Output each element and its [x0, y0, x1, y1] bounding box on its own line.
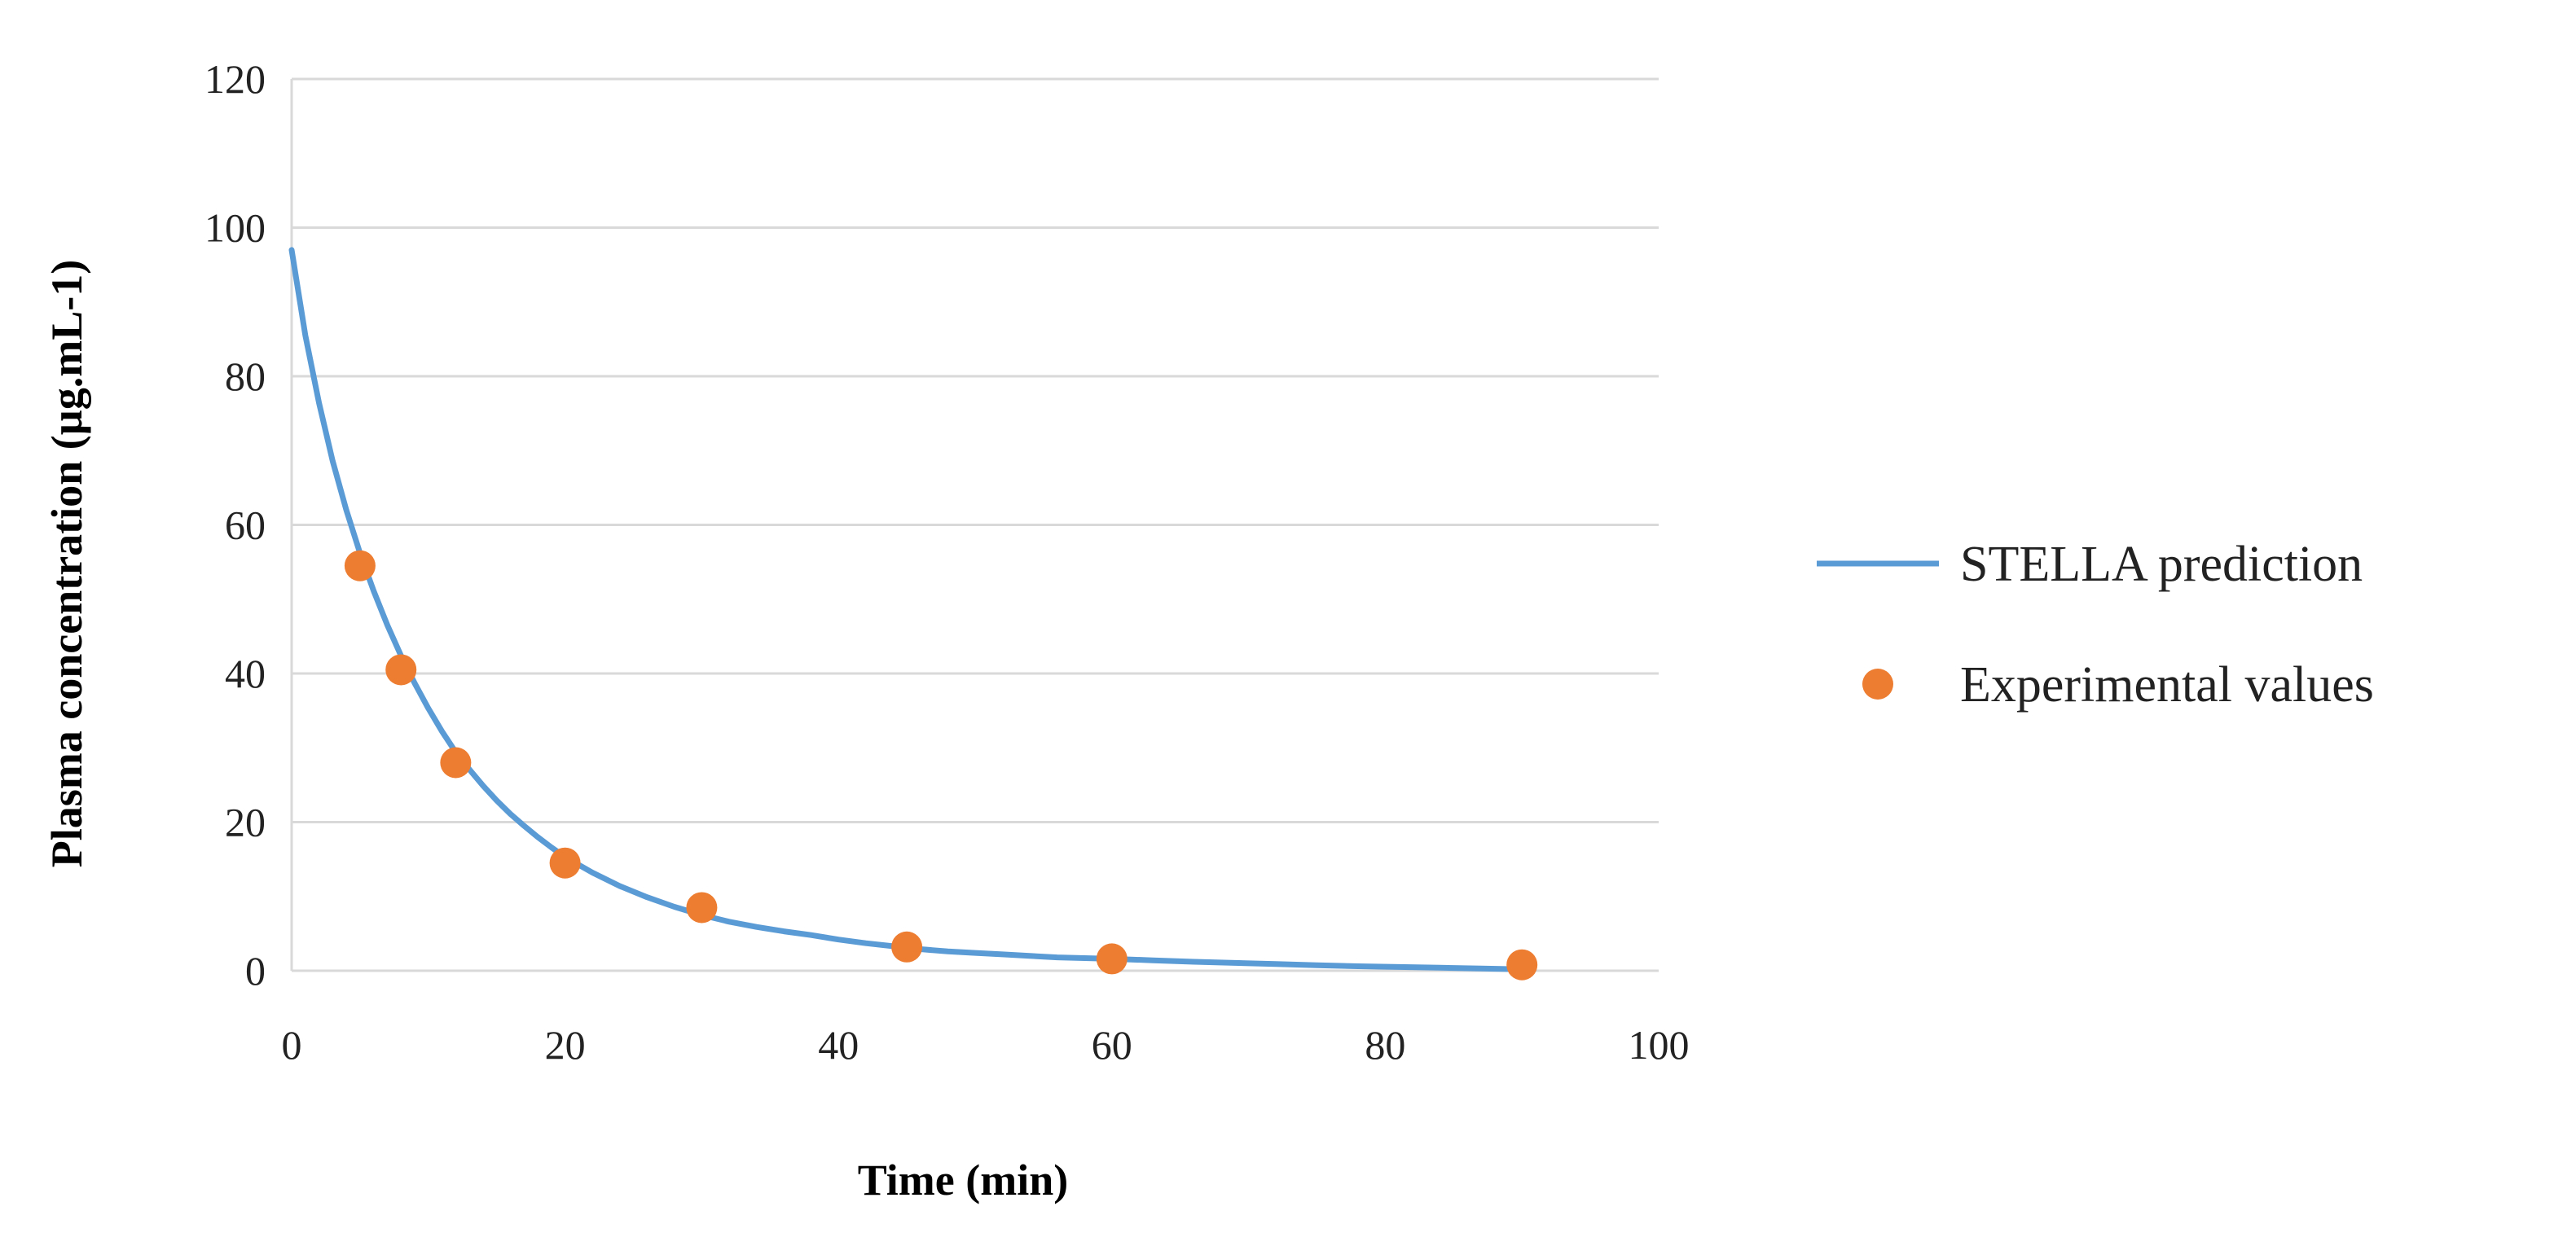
- y-tick-label-40: 40: [225, 651, 266, 696]
- x-tick-label-60: 60: [1092, 1022, 1132, 1068]
- series: [288, 247, 1538, 981]
- x-tick-label-20: 20: [545, 1022, 586, 1068]
- legend-label-experimental-values: Experimental values: [1960, 657, 2374, 713]
- y-tick-label-120: 120: [204, 56, 266, 102]
- legend-marker-swatch: [1862, 669, 1893, 700]
- legend: STELLA prediction Experimental values: [1817, 537, 2374, 713]
- x-tick-label-80: 80: [1365, 1022, 1405, 1068]
- experimental-point-8: [385, 654, 417, 686]
- y-tick-label-20: 20: [225, 800, 266, 845]
- legend-label-stella-prediction: STELLA prediction: [1960, 537, 2363, 592]
- experimental-point-20: [549, 847, 581, 879]
- gridlines: [292, 77, 1659, 823]
- experimental-point-5: [344, 550, 376, 581]
- axes: [290, 79, 1659, 972]
- experimental-point-12: [440, 747, 472, 779]
- y-tick-label-60: 60: [225, 502, 266, 548]
- series-line-stella-prediction: [288, 247, 1525, 972]
- y-tick-label-80: 80: [225, 353, 266, 399]
- x-tick-label-100: 100: [1629, 1022, 1690, 1068]
- y-axis-ticks: 0 20 40 60 80 100 120: [204, 56, 266, 994]
- x-axis-title: Time (min): [858, 1156, 1068, 1204]
- x-tick-label-0: 0: [282, 1022, 302, 1068]
- y-axis-title: Plasma concentration (µg.mL-1): [42, 260, 91, 867]
- experimental-point-30: [686, 892, 718, 924]
- x-tick-label-40: 40: [818, 1022, 859, 1068]
- experimental-point-60: [1096, 943, 1128, 975]
- x-axis-ticks: 0 20 40 60 80 100: [282, 1022, 1690, 1068]
- experimental-point-90: [1506, 949, 1538, 981]
- y-tick-label-0: 0: [245, 948, 266, 994]
- y-tick-label-100: 100: [204, 205, 266, 251]
- experimental-point-45: [891, 931, 923, 963]
